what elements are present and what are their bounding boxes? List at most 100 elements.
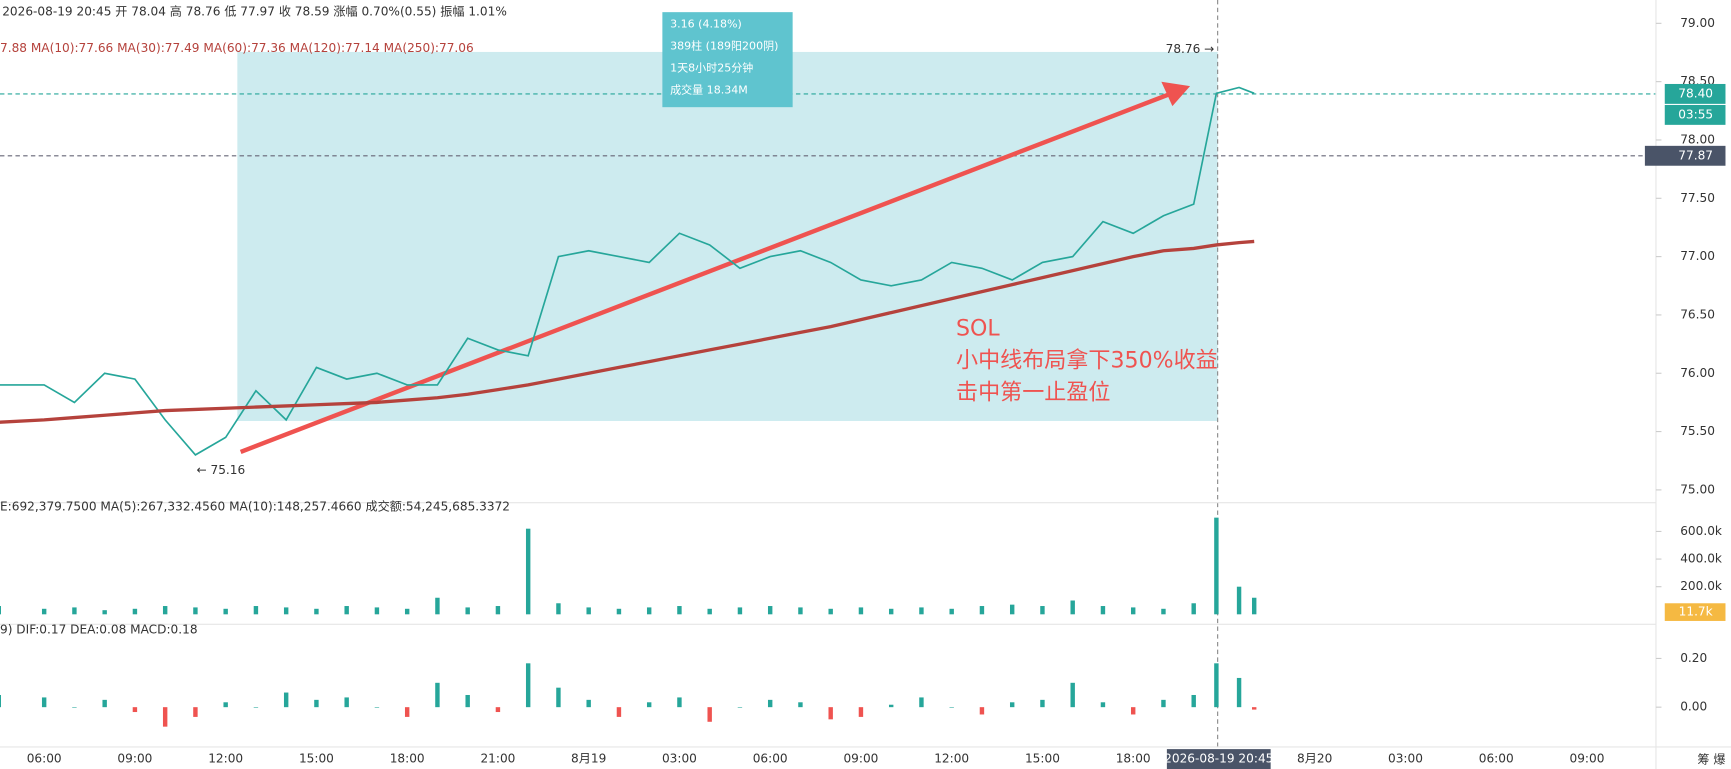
volume-bar — [798, 607, 803, 615]
x-tick-label: 03:00 — [662, 752, 697, 766]
macd-bar — [919, 697, 924, 708]
macd-bar — [283, 692, 289, 708]
volume-bar — [677, 606, 682, 615]
macd-bar — [1251, 707, 1257, 710]
x-tick-label: 12:00 — [208, 752, 243, 766]
volume-bar — [979, 606, 985, 615]
volume-bar — [556, 603, 561, 615]
x-tick-label: 03:00 — [1388, 752, 1423, 766]
y-tick-label: 79.00 — [1680, 16, 1715, 30]
macd-bar — [828, 707, 833, 720]
volume-bar — [1130, 607, 1136, 615]
y-tick-label: 75.00 — [1680, 482, 1715, 496]
x-tick-label: 09:00 — [117, 752, 152, 766]
crosshair-time-tag — [1166, 749, 1271, 769]
macd-bar — [1191, 694, 1196, 708]
ohlc-header: 2026-08-19 20:45 开 78.04 高 78.76 低 77.97… — [2, 4, 507, 19]
price-tag — [1664, 104, 1726, 125]
volume-bar — [344, 606, 349, 615]
macd-bar — [465, 694, 470, 708]
crosshair-tag — [1644, 145, 1726, 166]
macd-bar — [979, 707, 985, 715]
volume-bar — [888, 608, 894, 615]
volume-bar — [253, 606, 259, 615]
y-tick-label: 0.20 — [1680, 651, 1707, 665]
measure-text: 3.16 (4.18%) — [670, 17, 742, 30]
volume-header: E:692,379.7500 MA(5):267,332.4560 MA(10)… — [0, 499, 510, 514]
crosshair-tag-text: 77.87 — [1678, 148, 1713, 162]
x-tick-label: 15:00 — [299, 752, 334, 766]
x-tick-label: 8月19 — [571, 752, 606, 766]
macd-bar — [1214, 663, 1219, 708]
volume-bar — [404, 608, 410, 615]
volume-bar — [465, 607, 470, 615]
x-tick-label: 06:00 — [1479, 752, 1514, 766]
range-box — [237, 51, 1218, 421]
measure-text: 1天8小时25分钟 — [670, 60, 753, 74]
macd-bar — [586, 699, 591, 708]
macd-bar — [646, 702, 652, 708]
x-tick-label: 06:00 — [27, 752, 62, 766]
volume-bar — [767, 606, 773, 615]
x-tick-label: 21:00 — [480, 752, 515, 766]
x-tick-label: 06:00 — [753, 752, 788, 766]
macd-bar — [374, 707, 380, 708]
macd-bar — [1236, 677, 1242, 708]
price-tag-text: 03:55 — [1678, 107, 1713, 121]
y-tick-label: 76.50 — [1680, 307, 1715, 321]
volume-bar — [1251, 597, 1257, 615]
volume-bar — [102, 610, 107, 615]
y-tick-label: 76.00 — [1680, 366, 1715, 380]
macd-bar — [344, 697, 349, 708]
y-tick-label: 77.00 — [1680, 249, 1715, 263]
macd-bar — [556, 687, 561, 708]
volume-bar — [1040, 606, 1045, 615]
volume-bar — [525, 528, 531, 615]
volume-bar — [1214, 517, 1219, 615]
annotation: SOL — [956, 316, 1000, 341]
macd-bar — [1100, 702, 1106, 708]
price-line — [0, 86, 1255, 456]
volume-bar — [435, 597, 440, 615]
macd-bar — [72, 707, 77, 708]
macd-bar — [41, 697, 47, 708]
volume-bar — [616, 608, 622, 615]
volume-bar — [949, 608, 954, 615]
x-tick-label: 09:00 — [843, 752, 878, 766]
high-label: 78.76 → — [1166, 42, 1215, 56]
x-tick-label: 15:00 — [1025, 752, 1060, 766]
y-tick-label: 200.0k — [1680, 579, 1722, 593]
y-tick-label: 78.00 — [1680, 132, 1715, 146]
x-tick-label: 09:00 — [1569, 752, 1604, 766]
volume-tag-text: 11.7k — [1679, 605, 1713, 619]
macd-bar — [435, 682, 440, 708]
macd-bar — [949, 707, 954, 708]
y-tick-label: 0.00 — [1680, 700, 1707, 714]
volume-bar — [1009, 604, 1015, 615]
volume-bar — [1236, 586, 1242, 615]
macd-bar — [737, 707, 743, 708]
ma-header: 7.88 MA(10):77.66 MA(30):77.49 MA(60):77… — [0, 41, 474, 55]
y-tick-label: 600.0k — [1680, 524, 1722, 538]
macd-bar — [1040, 699, 1045, 708]
macd-bar — [1009, 702, 1015, 708]
volume-bar — [283, 607, 289, 615]
arrow-head — [1161, 81, 1191, 107]
macd-bar — [223, 702, 228, 708]
volume-bar — [193, 607, 198, 615]
macd-bar — [193, 707, 198, 717]
volume-bar — [1191, 603, 1196, 615]
macd-bar — [525, 663, 531, 708]
trend-arrow — [239, 91, 1171, 454]
macd-bar — [798, 702, 803, 708]
volume-bar — [737, 607, 743, 615]
macd-bar — [495, 707, 501, 713]
x-tick-label: 8月20 — [1297, 752, 1332, 766]
annotation: 小中线布局拿下350%收益 — [956, 347, 1218, 373]
macd-header: 9) DIF:0.17 DEA:0.08 MACD:0.18 — [0, 622, 198, 636]
volume-bar — [132, 608, 138, 615]
volume-bar — [314, 608, 319, 615]
crosshair-time: 2026-08-19 20:45 — [1164, 752, 1273, 766]
volume-bar — [1070, 600, 1075, 615]
